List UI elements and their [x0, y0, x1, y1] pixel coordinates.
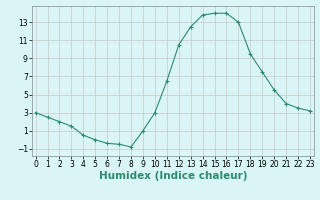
X-axis label: Humidex (Indice chaleur): Humidex (Indice chaleur) — [99, 171, 247, 181]
